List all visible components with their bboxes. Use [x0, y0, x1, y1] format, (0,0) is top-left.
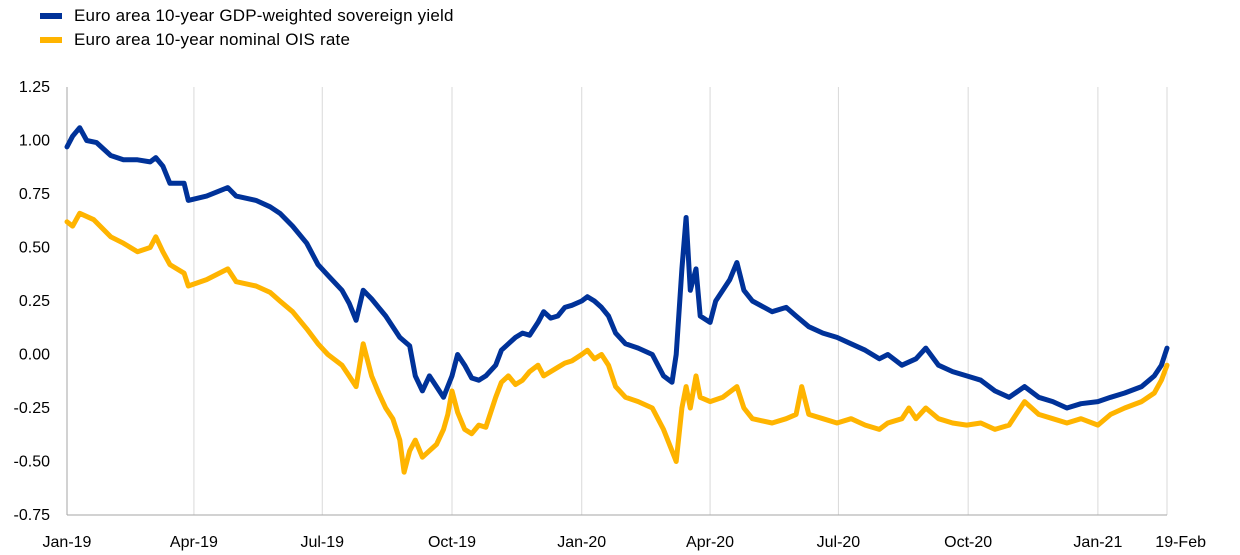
- legend-label-sovereign-yield: Euro area 10-year GDP-weighted sovereign…: [74, 6, 454, 25]
- x-tick-label-4: Jan-20: [557, 534, 606, 551]
- y-tick-label-6: -0.25: [14, 400, 51, 417]
- y-tick-label-0: 1.25: [19, 79, 50, 96]
- legend-item-sovereign-yield: Euro area 10-year GDP-weighted sovereign…: [40, 4, 454, 28]
- series-line-ois-rate: [64, 210, 1170, 475]
- y-tick-label-4: 0.25: [19, 293, 50, 310]
- x-tick-label-9: 19-Feb: [1155, 534, 1206, 551]
- y-tick-label-3: 0.50: [19, 240, 50, 257]
- x-tick-label-6: Jul-20: [817, 534, 861, 551]
- x-tick-label-8: Jan-21: [1073, 534, 1122, 551]
- legend-swatch-ois-rate: [40, 37, 62, 43]
- series-line-sovereign-yield: [64, 125, 1170, 411]
- y-tick-label-5: 0.00: [19, 347, 50, 364]
- legend-item-ois-rate: Euro area 10-year nominal OIS rate: [40, 28, 454, 52]
- legend-swatch-sovereign-yield: [40, 13, 62, 19]
- y-tick-label-8: -0.75: [14, 507, 51, 524]
- legend-label-ois-rate: Euro area 10-year nominal OIS rate: [74, 30, 351, 49]
- x-tick-label-7: Oct-20: [944, 534, 992, 551]
- x-tick-label-2: Jul-19: [300, 534, 344, 551]
- y-tick-label-7: -0.50: [14, 454, 51, 471]
- chart-legend: Euro area 10-year GDP-weighted sovereign…: [40, 4, 454, 52]
- y-tick-label-1: 1.00: [19, 133, 50, 150]
- x-tick-label-5: Apr-20: [686, 534, 734, 551]
- x-tick-label-3: Oct-19: [428, 534, 476, 551]
- x-tick-label-0: Jan-19: [43, 534, 92, 551]
- x-tick-label-1: Apr-19: [170, 534, 218, 551]
- y-tick-label-2: 0.75: [19, 186, 50, 203]
